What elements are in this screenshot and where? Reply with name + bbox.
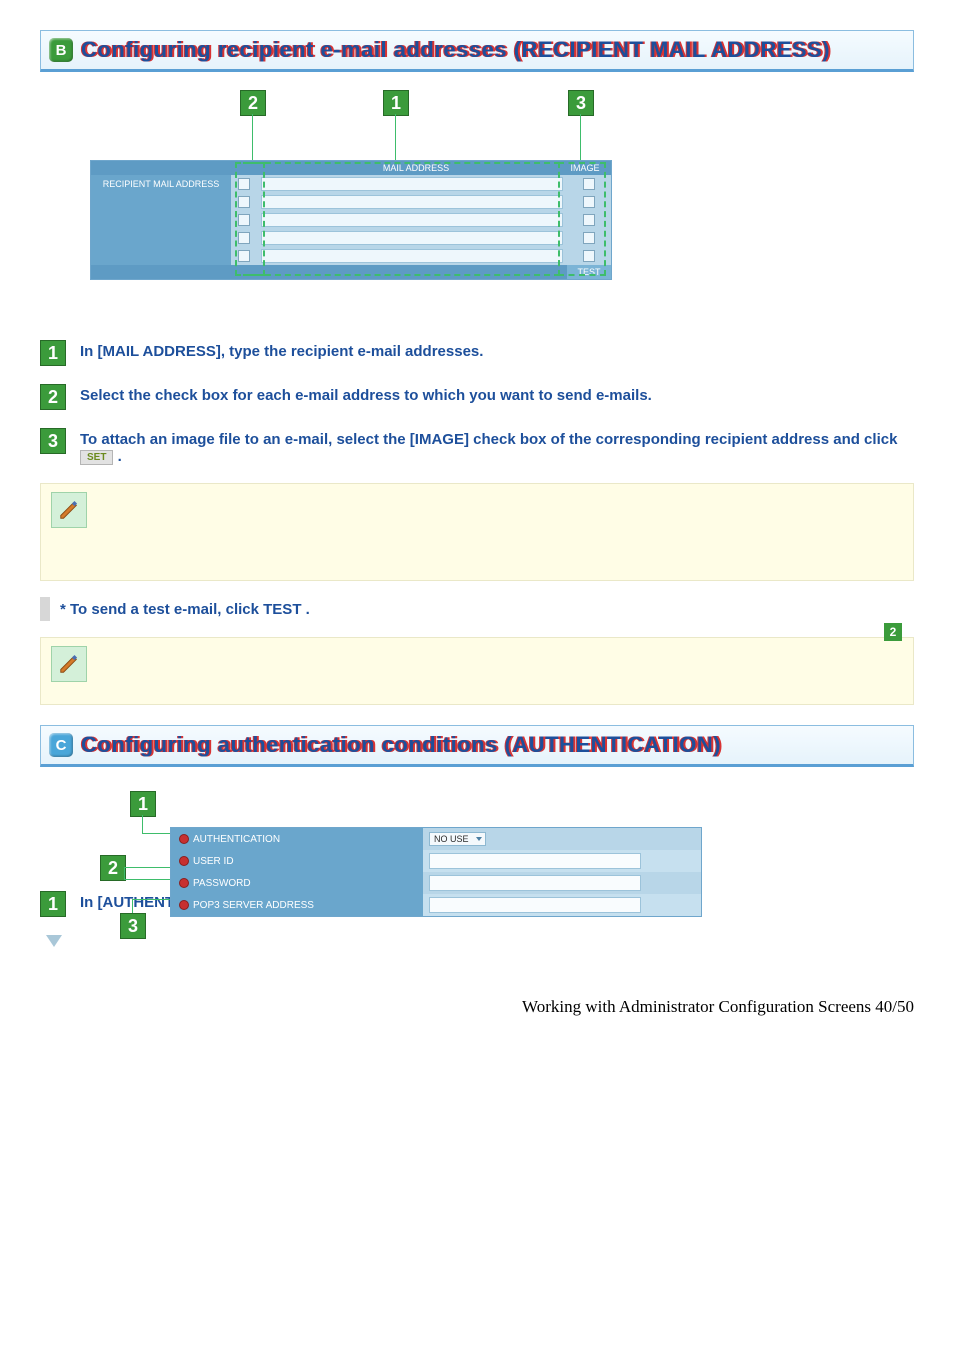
diagram-b: 2 1 3 MAIL ADDRESS IMAGE RECIPIENT MAIL …: [90, 90, 610, 310]
step-2: 2 Select the check box for each e-mail a…: [40, 384, 914, 410]
th-mail-address: MAIL ADDRESS: [273, 161, 559, 175]
c-step-1-num: 1: [40, 891, 66, 917]
test-row: TEST: [91, 265, 611, 279]
th-chk: [239, 161, 273, 175]
table-row: [91, 193, 611, 211]
test-note-prefix: * To send a test e-mail, click: [60, 601, 263, 618]
row-chk[interactable]: [231, 175, 257, 193]
callout-3-line: [580, 114, 581, 162]
c-callout-1: 1: [130, 791, 156, 817]
auth-table: AUTHENTICATION NO USE USER ID PASSWORD P…: [170, 827, 702, 917]
c-callout-3-line-v: [132, 899, 133, 913]
page-footer: Working with Administrator Configuration…: [40, 997, 914, 1017]
step-1-num: 1: [40, 340, 66, 366]
step-3-num: 3: [40, 428, 66, 454]
test-button-inline[interactable]: TEST: [263, 601, 301, 618]
row-img[interactable]: [567, 247, 611, 265]
test-note-text: * To send a test e-mail, click TEST .: [60, 601, 310, 618]
step-2-text: Select the check box for each e-mail add…: [80, 384, 652, 404]
row-addr[interactable]: [257, 247, 567, 265]
callout-2-line: [252, 114, 253, 162]
section-b-heading: B Configuring recipient e-mail addresses…: [40, 30, 914, 72]
asterisk-bar: [40, 597, 50, 621]
diagram-c: 1 2 3 AUTHENTICATION NO USE USER ID PASS…: [90, 791, 700, 867]
auth-select[interactable]: NO USE: [429, 832, 486, 846]
auth-row-pass: PASSWORD: [171, 872, 701, 894]
test-note-row: * To send a test e-mail, click TEST . 2: [40, 597, 914, 621]
auth-label-user: USER ID: [171, 850, 423, 872]
test-button[interactable]: TEST: [567, 265, 611, 279]
row-chk[interactable]: [231, 247, 257, 265]
row-addr[interactable]: [257, 229, 567, 247]
row-img[interactable]: [567, 211, 611, 229]
table-row: [91, 211, 611, 229]
auth-label-pass: PASSWORD: [171, 872, 423, 894]
auth-field-pass: [423, 875, 701, 891]
step-3-text-inner: To attach an image file to an e-mail, se…: [80, 431, 897, 448]
step-3-text: To attach an image file to an e-mail, se…: [80, 428, 914, 465]
pencil-icon: [51, 492, 87, 528]
section-c-title: Configuring authentication conditions (A…: [81, 732, 721, 758]
th-image: IMAGE: [559, 161, 611, 175]
auth-row-pop3: POP3 SERVER ADDRESS: [171, 894, 701, 916]
section-c-badge: C: [49, 733, 73, 757]
auth-label-pop3: POP3 SERVER ADDRESS: [171, 894, 423, 916]
auth-field-pop3: [423, 897, 701, 913]
section-b-badge: B: [49, 38, 73, 62]
recipient-table: MAIL ADDRESS IMAGE RECIPIENT MAIL ADDRES…: [90, 160, 612, 280]
callout-1: 1: [383, 90, 409, 116]
auth-label-auth: AUTHENTICATION: [171, 828, 423, 850]
note-box-1: [40, 483, 914, 581]
callout-3: 3: [568, 90, 594, 116]
row-chk[interactable]: [231, 211, 257, 229]
callout-1-line: [395, 114, 396, 162]
c-callout-2-line-v: [124, 867, 125, 879]
float-badge-2: 2: [884, 623, 902, 641]
auth-field-auth: NO USE: [423, 832, 701, 846]
section-c-heading: C Configuring authentication conditions …: [40, 725, 914, 767]
step-3: 3 To attach an image file to an e-mail, …: [40, 428, 914, 465]
pencil-icon: [51, 646, 87, 682]
pass-input[interactable]: [429, 875, 641, 891]
row-chk[interactable]: [231, 193, 257, 211]
auth-row-user: USER ID: [171, 850, 701, 872]
table-row: RECIPIENT MAIL ADDRESS: [91, 175, 611, 193]
th-blank: [91, 161, 239, 175]
c-callout-3: 3: [120, 913, 146, 939]
table-row: [91, 229, 611, 247]
pop3-input[interactable]: [429, 897, 641, 913]
step-3-period: .: [118, 448, 122, 465]
step-1-text: In [MAIL ADDRESS], type the recipient e-…: [80, 340, 483, 360]
row-addr[interactable]: [257, 211, 567, 229]
c-callout-2: 2: [100, 855, 126, 881]
auth-field-user: [423, 853, 701, 869]
step-2-num: 2: [40, 384, 66, 410]
callout-2: 2: [240, 90, 266, 116]
table-row: [91, 247, 611, 265]
section-b-title: Configuring recipient e-mail addresses (…: [81, 37, 830, 63]
c-callout-1-line-v: [142, 815, 143, 833]
row-img[interactable]: [567, 229, 611, 247]
test-note-period: .: [306, 601, 310, 618]
user-input[interactable]: [429, 853, 641, 869]
row-label: RECIPIENT MAIL ADDRESS: [91, 175, 231, 193]
continue-arrow-icon: [46, 935, 62, 947]
row-chk[interactable]: [231, 229, 257, 247]
row-addr[interactable]: [257, 193, 567, 211]
row-img[interactable]: [567, 193, 611, 211]
note-box-2: [40, 637, 914, 705]
row-addr[interactable]: [257, 175, 567, 193]
row-img[interactable]: [567, 175, 611, 193]
set-button-inline[interactable]: SET: [80, 450, 113, 465]
auth-row-auth: AUTHENTICATION NO USE: [171, 828, 701, 850]
step-1: 1 In [MAIL ADDRESS], type the recipient …: [40, 340, 914, 366]
